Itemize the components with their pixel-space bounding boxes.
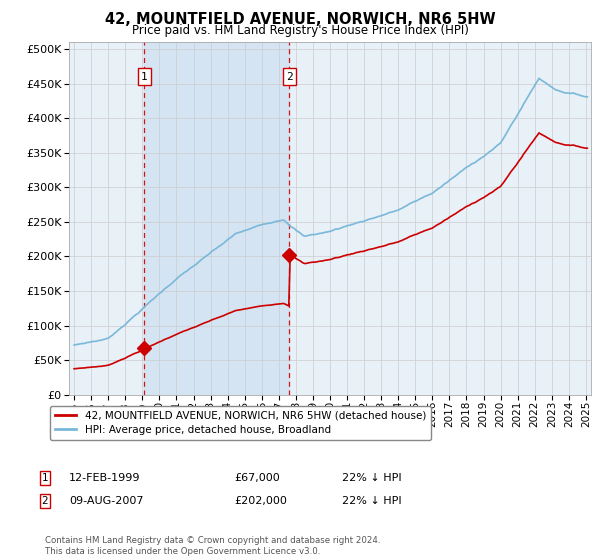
Text: Price paid vs. HM Land Registry's House Price Index (HPI): Price paid vs. HM Land Registry's House … bbox=[131, 24, 469, 37]
Text: 12-FEB-1999: 12-FEB-1999 bbox=[69, 473, 140, 483]
Text: 22% ↓ HPI: 22% ↓ HPI bbox=[342, 496, 401, 506]
Legend: 42, MOUNTFIELD AVENUE, NORWICH, NR6 5HW (detached house), HPI: Average price, de: 42, MOUNTFIELD AVENUE, NORWICH, NR6 5HW … bbox=[50, 405, 431, 440]
Bar bbox=[145, 42, 289, 395]
Text: 1: 1 bbox=[41, 473, 49, 483]
Text: £202,000: £202,000 bbox=[234, 496, 287, 506]
Text: 42, MOUNTFIELD AVENUE, NORWICH, NR6 5HW: 42, MOUNTFIELD AVENUE, NORWICH, NR6 5HW bbox=[104, 12, 496, 27]
Text: 1: 1 bbox=[141, 72, 148, 82]
Text: 22% ↓ HPI: 22% ↓ HPI bbox=[342, 473, 401, 483]
Text: 09-AUG-2007: 09-AUG-2007 bbox=[69, 496, 143, 506]
Text: 2: 2 bbox=[41, 496, 49, 506]
Text: 2: 2 bbox=[286, 72, 293, 82]
Text: £67,000: £67,000 bbox=[234, 473, 280, 483]
Text: Contains HM Land Registry data © Crown copyright and database right 2024.
This d: Contains HM Land Registry data © Crown c… bbox=[45, 536, 380, 556]
